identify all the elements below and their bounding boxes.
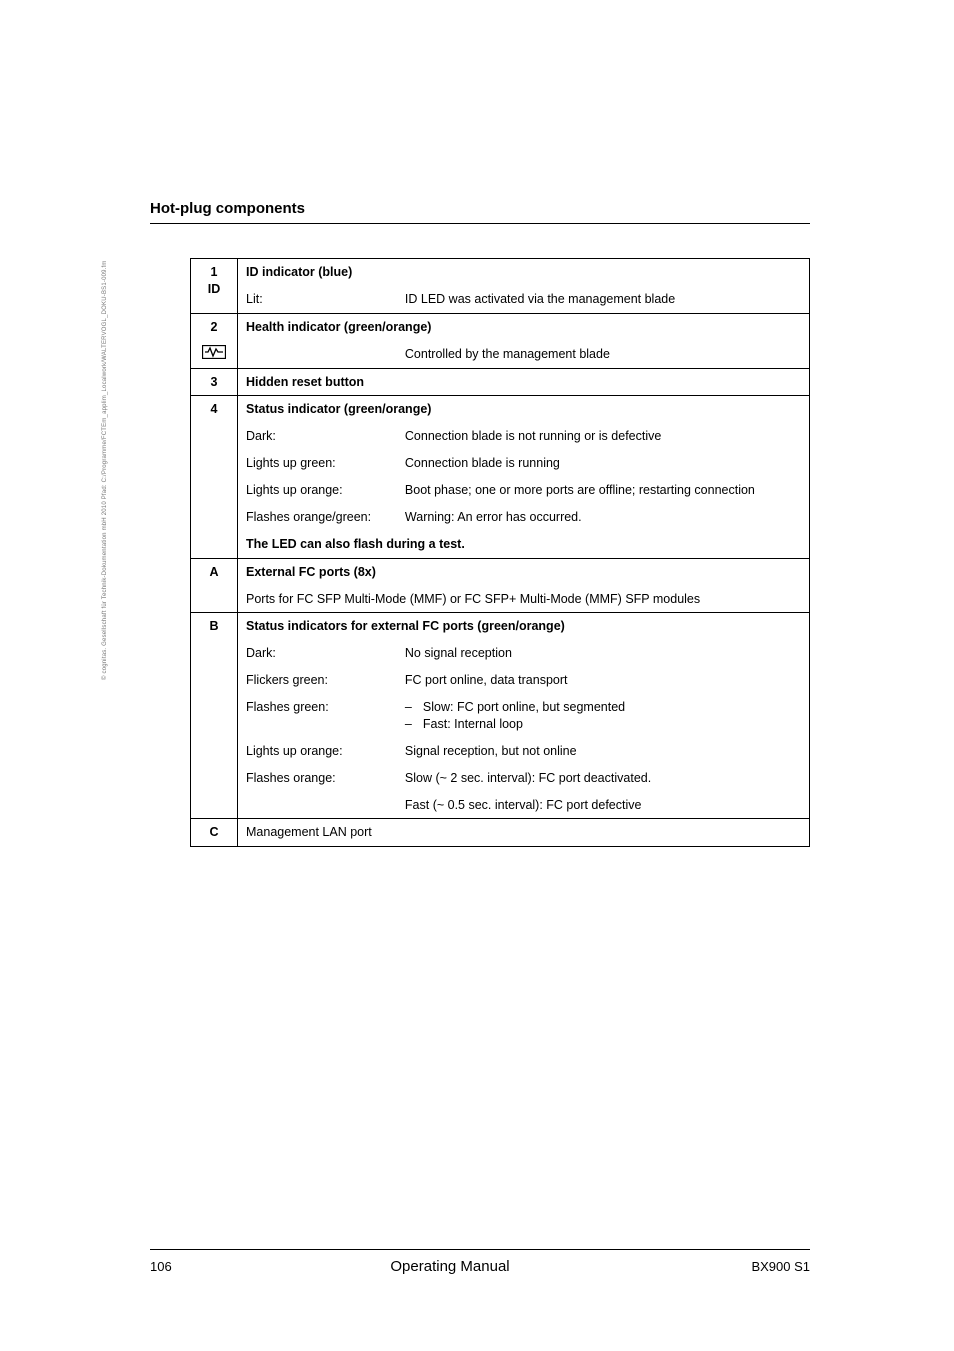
footer-right: BX900 S1 [690, 1259, 810, 1274]
row1-label-b: ID [208, 282, 221, 296]
rowA-title-suffix: (8x) [350, 565, 376, 579]
rowB-v3: Signal reception, but not online [397, 738, 810, 765]
health-icon [202, 345, 226, 364]
row4-v0: Connection blade is not running or is de… [397, 423, 810, 450]
rowC-title: Management LAN port [238, 819, 810, 847]
section-title: Hot-plug components [150, 200, 810, 224]
rowA-val: Ports for FC SFP Multi-Mode (MMF) or FC … [238, 586, 810, 613]
rowB-v2b: Fast: Internal loop [423, 716, 523, 733]
row4-v2: Boot phase; one or more ports are offlin… [397, 477, 810, 504]
page-number: 106 [150, 1259, 210, 1274]
row1-label-a: 1 [211, 265, 218, 279]
row2-label: 2 [191, 313, 238, 340]
rowB-k0: Dark: [238, 640, 397, 667]
row4-k1: Lights up green: [238, 450, 397, 477]
page-footer: 106 Operating Manual BX900 S1 [150, 1249, 810, 1275]
rowB-v4: Slow (~ 2 sec. interval): FC port deacti… [397, 765, 810, 792]
rowB-k1: Flickers green: [238, 667, 397, 694]
rowB-k2: Flashes green: [238, 694, 397, 738]
rowB-v0: No signal reception [397, 640, 810, 667]
rowB-v2: –Slow: FC port online, but segmented –Fa… [397, 694, 810, 738]
rowB-title: Status indicators for external FC ports … [238, 613, 810, 640]
row1-key: Lit: [238, 286, 397, 313]
row1-val: ID LED was activated via the management … [397, 286, 810, 313]
row3-title: Hidden reset button [238, 368, 810, 396]
rowC-label: C [191, 819, 238, 847]
row4-title: Status indicator (green/orange) [238, 396, 810, 423]
rowA-title: External FC ports (8x) [238, 558, 810, 585]
row4-label: 4 [191, 396, 238, 558]
row4-footer: The LED can also flash during a test. [238, 531, 810, 558]
row4-k2: Lights up orange: [238, 477, 397, 504]
rowB-k3: Lights up orange: [238, 738, 397, 765]
rowB-k4: Flashes orange: [238, 765, 397, 792]
rowA-title-bold: External FC ports [246, 565, 350, 579]
rowB-v1: FC port online, data transport [397, 667, 810, 694]
row2-title: Health indicator (green/orange) [238, 313, 810, 340]
indicator-table: 1 ID ID indicator (blue) Lit: ID LED was… [190, 258, 810, 847]
row2-val: Controlled by the management blade [397, 341, 810, 368]
row4-v1: Connection blade is running [397, 450, 810, 477]
row4-k0: Dark: [238, 423, 397, 450]
row3-label: 3 [191, 368, 238, 396]
row4-k3: Flashes orange/green: [238, 504, 397, 531]
row1-title: ID indicator (blue) [238, 259, 810, 286]
rowB-v5: Fast (~ 0.5 sec. interval): FC port defe… [397, 792, 810, 819]
rowB-label: B [191, 613, 238, 819]
rowA-label: A [191, 558, 238, 613]
row4-v3: Warning: An error has occurred. [397, 504, 810, 531]
footer-center: Operating Manual [210, 1258, 690, 1275]
rowB-v2a: Slow: FC port online, but segmented [423, 699, 625, 716]
rowB-k5 [238, 792, 397, 819]
side-copyright: © cognitas. Gesellschaft für Technik-Dok… [102, 260, 108, 680]
